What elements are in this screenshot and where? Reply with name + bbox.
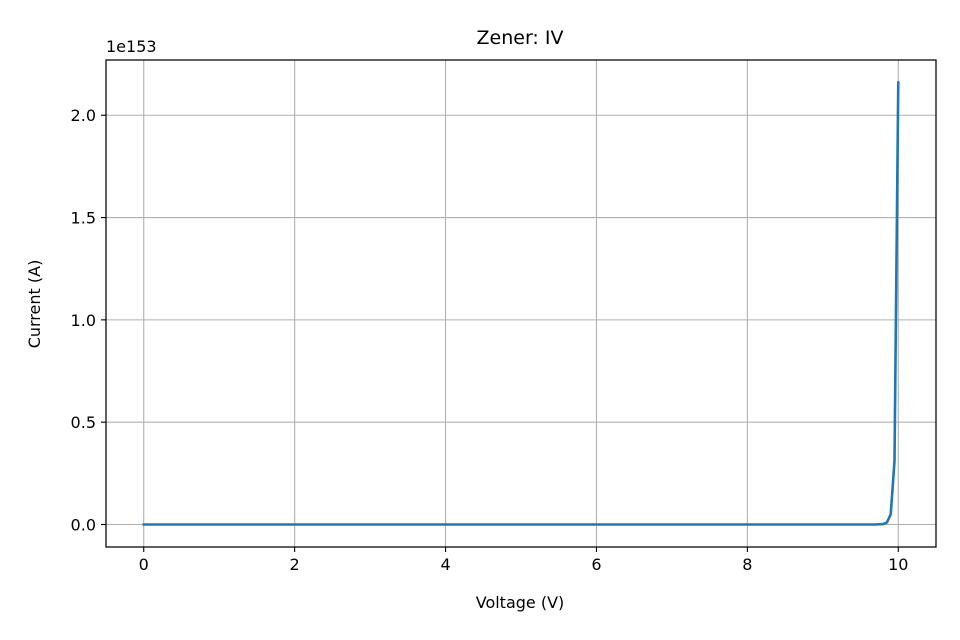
x-tick-label: 10 [888, 555, 908, 574]
grid-layer [106, 60, 936, 547]
x-tick-label: 4 [440, 555, 450, 574]
x-tick-label: 6 [591, 555, 601, 574]
y-offset-label: 1e153 [106, 37, 157, 56]
x-tick-label: 2 [290, 555, 300, 574]
plot-frame [105, 59, 937, 548]
y-tick-label: 1.0 [71, 311, 96, 330]
y-tick-label: 1.5 [71, 209, 96, 228]
y-axis-label: Current (A) [25, 260, 44, 349]
y-tick-label: 0.5 [71, 413, 96, 432]
y-tick-label: 2.0 [71, 106, 96, 125]
y-tick-label: 0.0 [71, 515, 96, 534]
x-axis-label: Voltage (V) [476, 593, 565, 612]
x-tick-label: 0 [139, 555, 149, 574]
y-axis: 0.0 0.5 1.0 1.5 2.0 [71, 106, 106, 534]
series-layer [142, 81, 900, 526]
series-line [142, 81, 900, 526]
chart-title: Zener: IV [477, 27, 564, 49]
x-axis: 0 2 4 6 8 10 [139, 547, 908, 574]
x-tick-label: 8 [742, 555, 752, 574]
